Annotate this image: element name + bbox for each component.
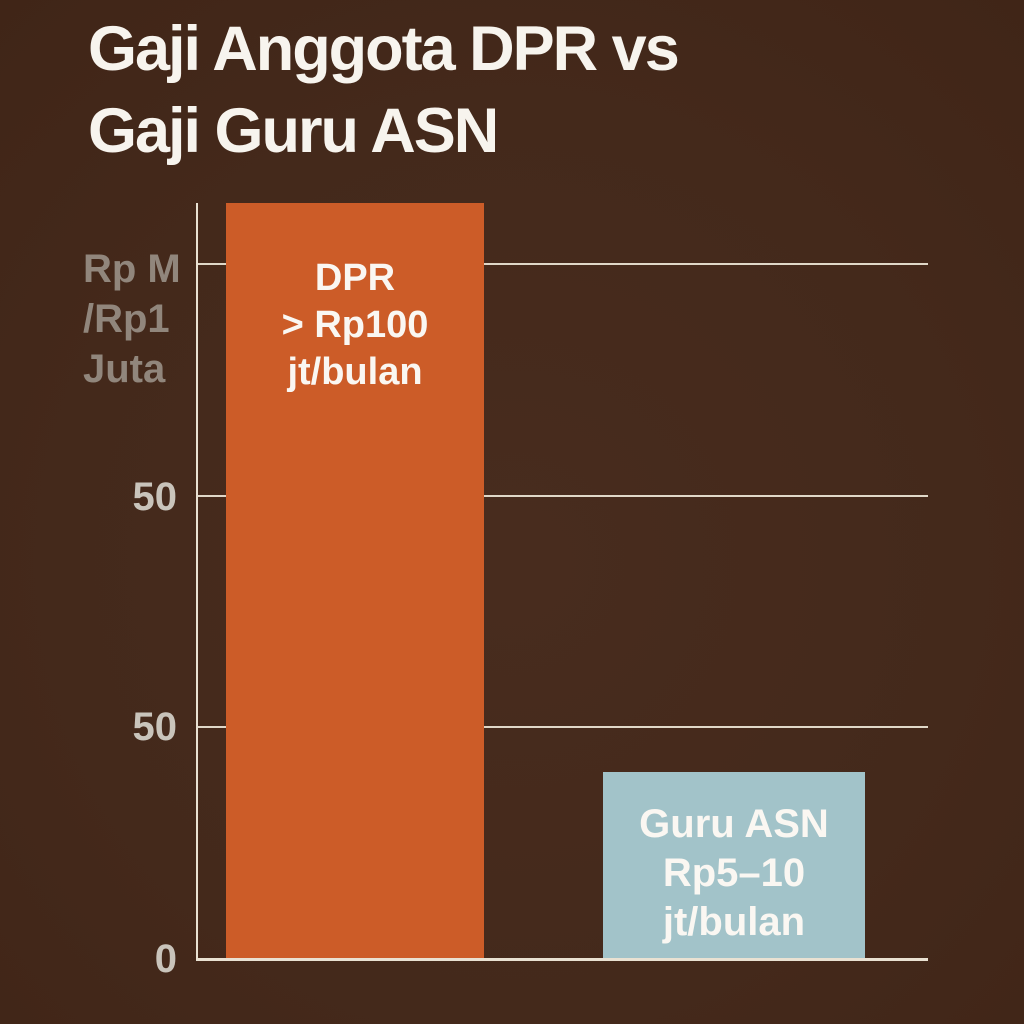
y-tick-label-upper: 50 <box>132 475 178 519</box>
y-axis-unit-line-3: Juta <box>83 347 166 391</box>
bar-guru-asn-label-line-1: Guru ASN <box>639 802 829 846</box>
bar-dpr-label: DPR > Rp100 jt/bulan <box>282 255 429 396</box>
chart-title-line-2: Gaji Guru ASN <box>88 96 499 166</box>
y-axis-unit-line-1: Rp M <box>83 247 181 291</box>
y-axis-line <box>196 203 198 961</box>
y-axis-unit-line-2: /Rp1 <box>83 297 170 341</box>
bar-guru-asn-label-line-2: Rp5–10 <box>662 851 806 895</box>
bar-dpr-label-line-3: jt/bulan <box>287 351 423 393</box>
bar-dpr: DPR > Rp100 jt/bulan <box>226 203 484 959</box>
gridline-middle <box>197 495 928 497</box>
chart-title: Gaji Anggota DPR vs Gaji Guru ASN <box>88 8 680 172</box>
gridline-top <box>197 263 928 265</box>
bar-guru-asn: Guru ASN Rp5–10 jt/bulan <box>603 772 865 959</box>
y-tick-label-zero: 0 <box>154 937 177 981</box>
bar-guru-asn-label-line-3: jt/bulan <box>662 900 806 944</box>
gridline-lower <box>197 726 928 728</box>
chart-title-line-1: Gaji Anggota DPR vs <box>88 14 680 84</box>
bar-guru-asn-label: Guru ASN Rp5–10 jt/bulan <box>639 800 829 947</box>
x-axis-line <box>196 958 928 961</box>
bar-dpr-label-line-1: DPR <box>314 257 396 299</box>
y-axis-unit-label: Rp M /Rp1 Juta <box>83 244 181 394</box>
y-tick-label-middle: 50 <box>132 705 178 749</box>
bar-dpr-label-line-2: > Rp100 <box>281 304 429 346</box>
